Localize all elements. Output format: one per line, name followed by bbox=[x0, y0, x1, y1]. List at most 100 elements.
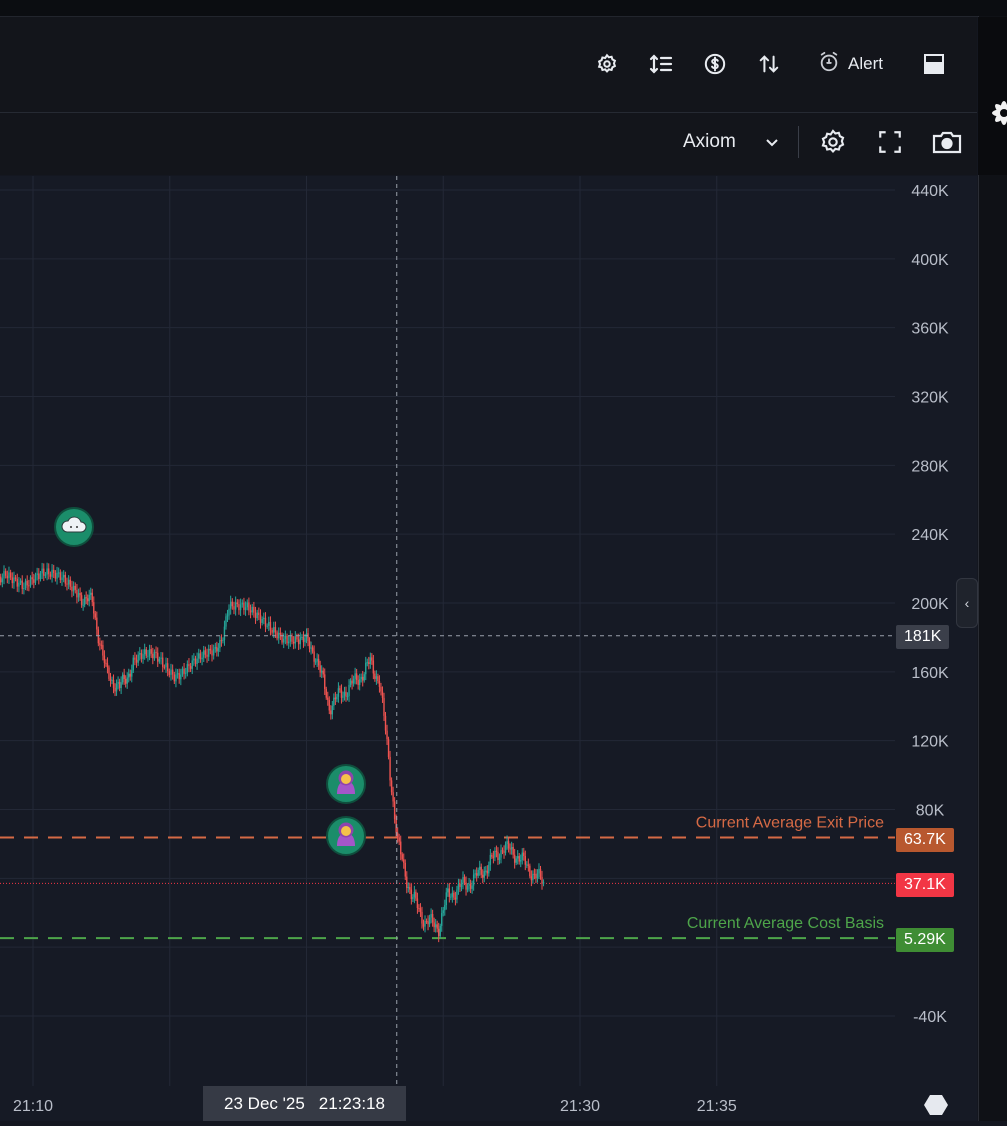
candle-body bbox=[147, 655, 149, 657]
candle-body bbox=[454, 897, 457, 900]
candle-body bbox=[456, 889, 458, 900]
candle-body bbox=[253, 606, 255, 613]
candle-body bbox=[212, 648, 215, 656]
candle-body bbox=[389, 756, 391, 781]
candle-body bbox=[392, 792, 394, 802]
crosshair-time-label: 23 Dec '25 21:23:18 bbox=[203, 1086, 406, 1121]
candle-body bbox=[413, 891, 416, 898]
candle-body bbox=[199, 653, 202, 660]
x-tick-label: 21:10 bbox=[13, 1098, 53, 1115]
time-axis[interactable]: 21:10 21:30 21:35 bbox=[0, 1086, 977, 1121]
sort-list-icon[interactable] bbox=[646, 49, 676, 79]
hexagon-icon[interactable] bbox=[924, 1094, 948, 1116]
candle-body bbox=[501, 850, 504, 852]
candle-body bbox=[418, 907, 420, 909]
alert-button[interactable]: Alert bbox=[818, 49, 883, 79]
candle-body bbox=[82, 604, 84, 606]
candle-body bbox=[447, 888, 449, 893]
y-tick-label: 280K bbox=[911, 458, 949, 475]
candle-body bbox=[0, 576, 2, 583]
candle-body bbox=[90, 592, 92, 595]
candle-body bbox=[217, 648, 220, 652]
candle-body bbox=[216, 646, 218, 652]
trader-avatar-2[interactable] bbox=[326, 816, 366, 856]
alert-label: Alert bbox=[848, 54, 883, 73]
candle-body bbox=[76, 589, 78, 598]
candle-body bbox=[228, 608, 230, 616]
swap-arrows-icon[interactable] bbox=[754, 49, 784, 79]
candle-body bbox=[337, 688, 340, 697]
candle-body bbox=[126, 677, 128, 684]
candle-body bbox=[358, 679, 361, 685]
candle-body bbox=[431, 914, 434, 923]
candle-body bbox=[340, 690, 343, 698]
candle-body bbox=[150, 649, 152, 654]
candle-body bbox=[395, 819, 397, 833]
time-axis-svg: 21:10 21:30 21:35 bbox=[13, 1098, 737, 1115]
candle-body bbox=[494, 850, 496, 858]
candle-body bbox=[163, 666, 166, 668]
candle-body bbox=[120, 682, 122, 689]
candle-body bbox=[406, 876, 408, 888]
candle-body bbox=[520, 860, 522, 862]
candle-body bbox=[457, 883, 460, 890]
price-chart[interactable]: 440K 400K 360K 320K 280K 240K 200K 160K 120K 80K -… bbox=[0, 176, 977, 1086]
candle-body bbox=[4, 571, 7, 576]
candle-body bbox=[180, 674, 182, 680]
candle-body bbox=[266, 625, 268, 627]
candle-body bbox=[115, 683, 118, 692]
candle-body bbox=[100, 644, 103, 646]
candle-body bbox=[96, 617, 98, 630]
candle-body bbox=[259, 615, 262, 623]
candle-body bbox=[521, 852, 523, 861]
candle-body bbox=[374, 673, 376, 679]
candle-body bbox=[204, 650, 207, 655]
gear-icon[interactable] bbox=[592, 49, 622, 79]
candle-body bbox=[91, 592, 93, 603]
candle-body bbox=[482, 874, 484, 878]
candle-body bbox=[105, 662, 107, 664]
candle-body bbox=[410, 889, 413, 899]
camera-icon[interactable] bbox=[930, 127, 964, 157]
candle-body bbox=[134, 657, 136, 660]
candle-body bbox=[491, 854, 493, 857]
datasource-select[interactable]: Axiom bbox=[683, 127, 778, 157]
trader-avatar-1[interactable] bbox=[326, 764, 366, 804]
candle-body bbox=[152, 653, 154, 659]
candle-body bbox=[87, 598, 89, 602]
candle-body bbox=[536, 873, 539, 879]
candle-body bbox=[21, 580, 23, 589]
candle-body bbox=[542, 881, 545, 884]
candle-body bbox=[368, 662, 370, 665]
alarm-clock-icon bbox=[818, 51, 840, 78]
candle-body bbox=[69, 579, 71, 587]
cloud-trader-avatar[interactable] bbox=[54, 507, 94, 547]
y-tick-label: -40K bbox=[913, 1009, 947, 1026]
dollar-icon[interactable] bbox=[700, 49, 730, 79]
chart-settings-gear-icon[interactable] bbox=[818, 127, 848, 157]
candle-body bbox=[297, 639, 300, 645]
candle-body bbox=[441, 913, 443, 926]
candle-body bbox=[348, 684, 350, 697]
candle-body bbox=[328, 699, 330, 711]
candle-body bbox=[518, 856, 520, 862]
candle-body bbox=[258, 612, 260, 616]
panel-icon[interactable] bbox=[919, 49, 949, 79]
candle-body bbox=[371, 657, 373, 661]
candle-body bbox=[334, 697, 337, 700]
candle-body bbox=[56, 572, 58, 579]
candle-body bbox=[8, 572, 10, 579]
y-tick-label: 80K bbox=[916, 803, 945, 820]
candle-body bbox=[185, 672, 187, 674]
crosshair-price-tag: 181K bbox=[896, 625, 950, 649]
candle-body bbox=[302, 636, 305, 643]
collapse-panel-button[interactable]: ‹ bbox=[956, 578, 978, 628]
candle-body bbox=[360, 676, 362, 680]
candle-body bbox=[538, 868, 540, 874]
candle-body bbox=[269, 621, 272, 630]
candle-body bbox=[171, 669, 174, 675]
cost-basis-label: Current Average Cost Basis bbox=[687, 915, 884, 932]
fullscreen-icon[interactable] bbox=[875, 127, 905, 157]
candle-body bbox=[44, 574, 47, 576]
candle-body bbox=[486, 870, 489, 874]
